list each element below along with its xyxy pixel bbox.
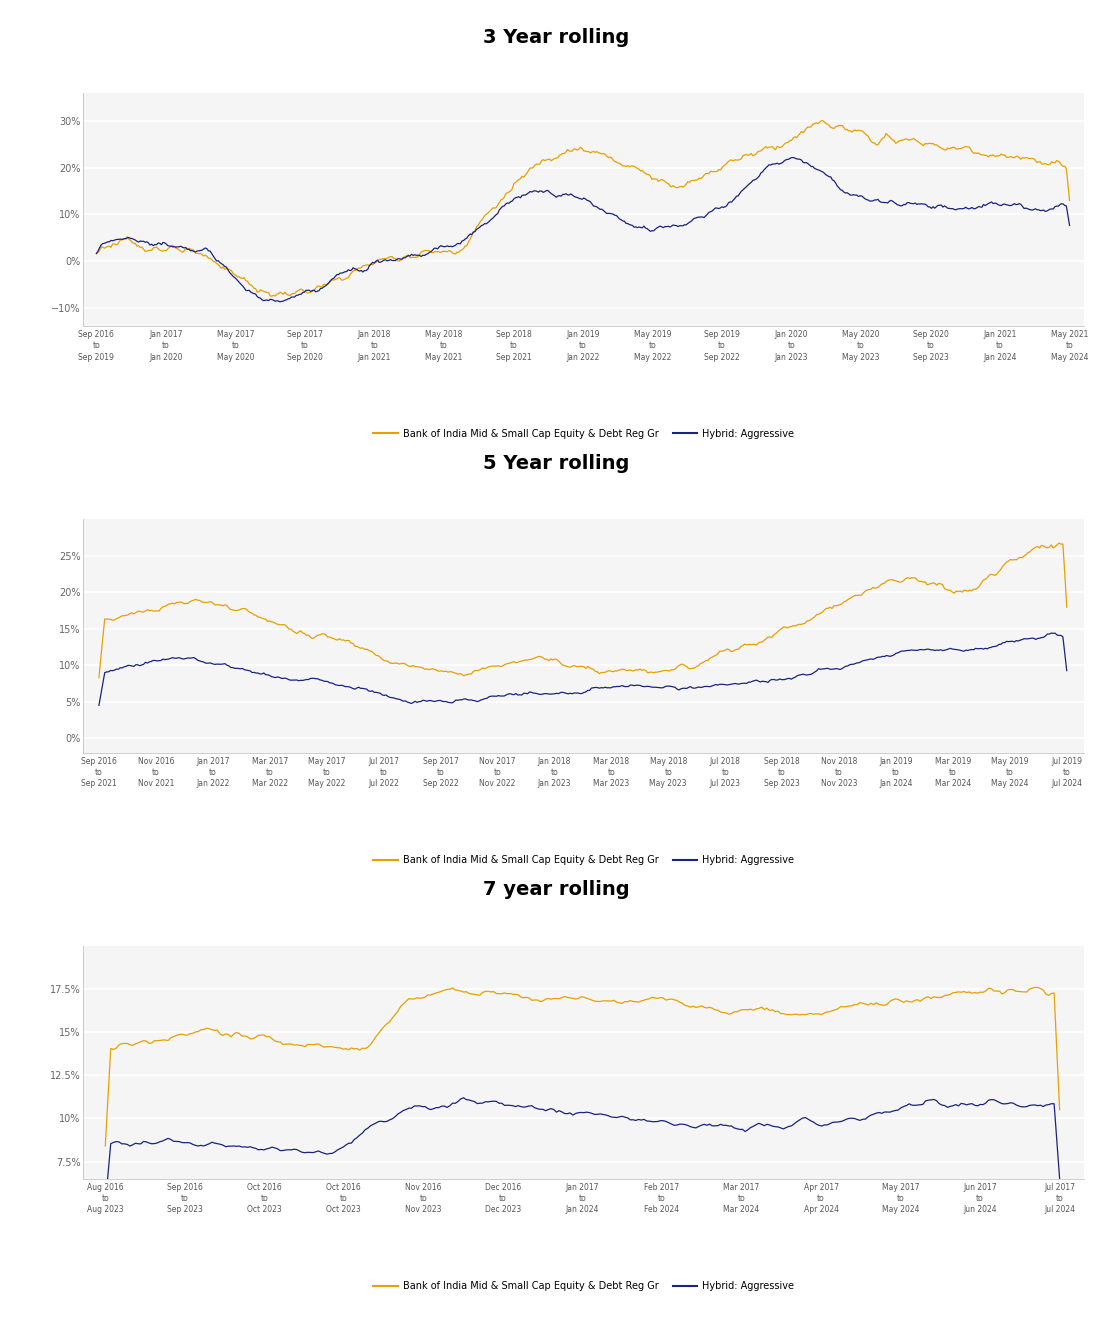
Text: Jan 2017
to
Jan 2024: Jan 2017 to Jan 2024	[566, 1183, 599, 1213]
Text: Sep 2019
to
Sep 2022: Sep 2019 to Sep 2022	[704, 330, 739, 361]
Text: Jul 2017
to
Jul 2024: Jul 2017 to Jul 2024	[1044, 1183, 1075, 1213]
Text: May 2021
to
May 2024: May 2021 to May 2024	[1051, 330, 1089, 361]
Text: Dec 2016
to
Dec 2023: Dec 2016 to Dec 2023	[485, 1183, 522, 1213]
Text: Sep 2017
to
Sep 2020: Sep 2017 to Sep 2020	[287, 330, 322, 361]
Text: May 2020
to
May 2023: May 2020 to May 2023	[842, 330, 880, 361]
Text: May 2018
to
May 2023: May 2018 to May 2023	[649, 757, 687, 787]
Text: Jun 2017
to
Jun 2024: Jun 2017 to Jun 2024	[963, 1183, 996, 1213]
Text: Nov 2016
to
Nov 2023: Nov 2016 to Nov 2023	[405, 1183, 441, 1213]
Text: Sep 2017
to
Sep 2022: Sep 2017 to Sep 2022	[423, 757, 458, 787]
Text: 7 year rolling: 7 year rolling	[483, 880, 629, 899]
Text: Sep 2016
to
Sep 2021: Sep 2016 to Sep 2021	[81, 757, 117, 787]
Legend: Bank of India Mid & Small Cap Equity & Debt Reg Gr, Hybrid: Aggressive: Bank of India Mid & Small Cap Equity & D…	[369, 425, 798, 442]
Text: Sep 2020
to
Sep 2023: Sep 2020 to Sep 2023	[913, 330, 949, 361]
Text: Jan 2020
to
Jan 2023: Jan 2020 to Jan 2023	[775, 330, 808, 361]
Text: May 2017
to
May 2022: May 2017 to May 2022	[308, 757, 346, 787]
Text: Jan 2019
to
Jan 2022: Jan 2019 to Jan 2022	[566, 330, 599, 361]
Text: May 2018
to
May 2021: May 2018 to May 2021	[425, 330, 463, 361]
Text: Jan 2019
to
Jan 2024: Jan 2019 to Jan 2024	[880, 757, 913, 787]
Text: Sep 2018
to
Sep 2023: Sep 2018 to Sep 2023	[764, 757, 800, 787]
Text: Sep 2018
to
Sep 2021: Sep 2018 to Sep 2021	[496, 330, 532, 361]
Text: Jan 2017
to
Jan 2022: Jan 2017 to Jan 2022	[196, 757, 229, 787]
Text: Nov 2017
to
Nov 2022: Nov 2017 to Nov 2022	[479, 757, 516, 787]
Text: Jul 2019
to
Jul 2024: Jul 2019 to Jul 2024	[1051, 757, 1082, 787]
Text: 5 Year rolling: 5 Year rolling	[483, 454, 629, 473]
Text: Jan 2018
to
Jan 2023: Jan 2018 to Jan 2023	[537, 757, 572, 787]
Text: May 2017
to
May 2024: May 2017 to May 2024	[882, 1183, 920, 1213]
Text: Nov 2018
to
Nov 2023: Nov 2018 to Nov 2023	[821, 757, 857, 787]
Text: Mar 2019
to
Mar 2024: Mar 2019 to Mar 2024	[935, 757, 971, 787]
Text: Jan 2018
to
Jan 2021: Jan 2018 to Jan 2021	[358, 330, 391, 361]
Text: Aug 2016
to
Aug 2023: Aug 2016 to Aug 2023	[87, 1183, 123, 1213]
Text: Oct 2016
to
Oct 2023: Oct 2016 to Oct 2023	[247, 1183, 281, 1213]
Text: Sep 2016
to
Sep 2023: Sep 2016 to Sep 2023	[167, 1183, 202, 1213]
Text: May 2017
to
May 2020: May 2017 to May 2020	[217, 330, 255, 361]
Text: May 2019
to
May 2022: May 2019 to May 2022	[634, 330, 672, 361]
Text: Apr 2017
to
Apr 2024: Apr 2017 to Apr 2024	[804, 1183, 838, 1213]
Text: 3 Year rolling: 3 Year rolling	[483, 28, 629, 47]
Text: May 2019
to
May 2024: May 2019 to May 2024	[991, 757, 1029, 787]
Text: Nov 2016
to
Nov 2021: Nov 2016 to Nov 2021	[138, 757, 175, 787]
Text: Mar 2018
to
Mar 2023: Mar 2018 to Mar 2023	[593, 757, 629, 787]
Text: Mar 2017
to
Mar 2024: Mar 2017 to Mar 2024	[724, 1183, 759, 1213]
Text: Sep 2016
to
Sep 2019: Sep 2016 to Sep 2019	[79, 330, 115, 361]
Text: Jul 2017
to
Jul 2022: Jul 2017 to Jul 2022	[368, 757, 399, 787]
Text: Mar 2017
to
Mar 2022: Mar 2017 to Mar 2022	[251, 757, 288, 787]
Text: Feb 2017
to
Feb 2024: Feb 2017 to Feb 2024	[644, 1183, 679, 1213]
Text: Oct 2016
to
Oct 2023: Oct 2016 to Oct 2023	[327, 1183, 361, 1213]
Legend: Bank of India Mid & Small Cap Equity & Debt Reg Gr, Hybrid: Aggressive: Bank of India Mid & Small Cap Equity & D…	[369, 1277, 798, 1295]
Text: Jan 2021
to
Jan 2024: Jan 2021 to Jan 2024	[983, 330, 1016, 361]
Legend: Bank of India Mid & Small Cap Equity & Debt Reg Gr, Hybrid: Aggressive: Bank of India Mid & Small Cap Equity & D…	[369, 851, 798, 868]
Text: Jul 2018
to
Jul 2023: Jul 2018 to Jul 2023	[709, 757, 741, 787]
Text: Jan 2017
to
Jan 2020: Jan 2017 to Jan 2020	[149, 330, 182, 361]
